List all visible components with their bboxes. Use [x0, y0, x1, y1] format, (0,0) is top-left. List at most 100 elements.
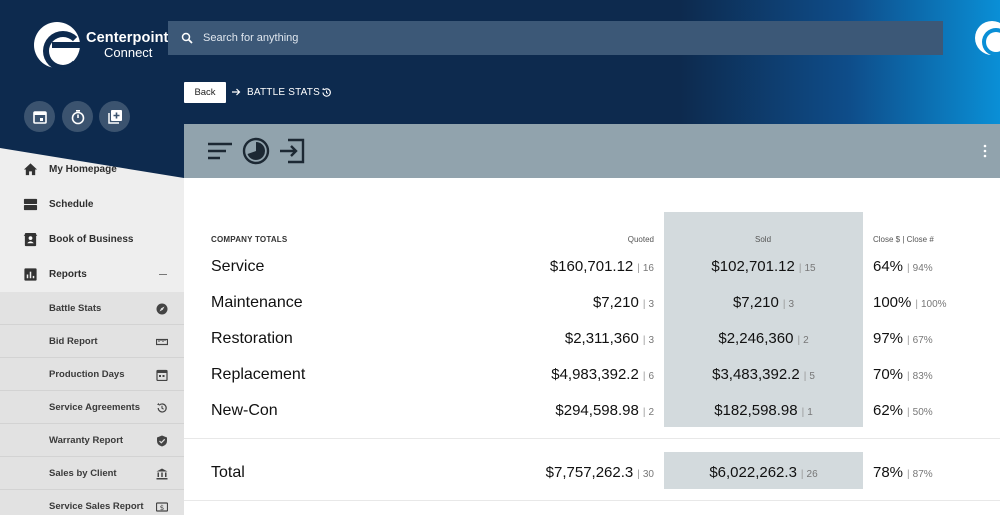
row-quoted: $294,598.98 | 2: [555, 402, 654, 419]
sold-total-highlight: [664, 452, 863, 489]
sold-amount: $7,210: [732, 294, 779, 311]
close-dollar-pct: 64%: [873, 258, 904, 275]
table-row: New-Con $294,598.98 | 2 $182,598.98 | 1 62% |…: [184, 402, 1000, 422]
row-name: Replacement: [211, 366, 306, 383]
divider: [184, 438, 1000, 439]
total-sold: $6,022,262.3 | 26: [709, 464, 818, 481]
sidebar-subitem-service-agreements[interactable]: Service Agreements: [0, 391, 184, 424]
header-sold: Sold: [755, 235, 772, 244]
timer-quick-button[interactable]: [62, 101, 93, 132]
sidebar-subitem-bid-report[interactable]: Bid Report: [0, 325, 184, 358]
reports-submenu: Battle Stats Bid Report Production Days …: [0, 292, 184, 515]
quoted-amount: $7,210: [592, 294, 639, 311]
close-dollar-pct: 100%: [873, 294, 912, 311]
sidebar-item-label: Reports: [49, 269, 87, 280]
close-dollar-pct: 78%: [873, 464, 904, 481]
contact-book-icon: [22, 232, 38, 248]
row-quoted: $2,311,360 | 3: [564, 330, 654, 347]
header-quoted: Quoted: [627, 235, 654, 244]
table-row: Restoration $2,311,360 | 3 $2,246,360 | 2 97…: [184, 330, 1000, 350]
calendar-quick-button[interactable]: [24, 101, 55, 132]
calendar-icon: [32, 110, 47, 124]
quoted-amount: $4,983,392.2: [551, 366, 639, 383]
sidebar-subitem-label: Warranty Report: [49, 434, 124, 446]
brand-logo[interactable]: Centerpoint Connect: [34, 22, 169, 71]
sold-count: 15: [804, 263, 816, 274]
sidebar-item-schedule[interactable]: Schedule: [0, 187, 184, 222]
back-button[interactable]: Back: [184, 82, 226, 103]
sidebar-subitem-production-days[interactable]: Production Days: [0, 358, 184, 391]
more-vert-icon[interactable]: [982, 144, 988, 158]
sidebar-nav: My Homepage Schedule Book of Business Re…: [0, 152, 184, 515]
quoted-count: 3: [648, 335, 654, 346]
ruler-icon: [155, 335, 169, 347]
history-icon: [156, 401, 168, 413]
sold-count: 2: [803, 335, 809, 346]
brand-name: Centerpoint: [86, 29, 169, 46]
sidebar-subitem-warranty-report[interactable]: Warranty Report: [0, 424, 184, 457]
collapse-icon[interactable]: [159, 274, 167, 275]
row-name: Service: [211, 258, 265, 275]
search-input[interactable]: [203, 32, 803, 44]
sidebar-item-book-of-business[interactable]: Book of Business: [0, 222, 184, 257]
sidebar-header: [0, 0, 184, 180]
sidebar-item-label: My Homepage: [49, 164, 117, 175]
sidebar-subitem-sales-by-client[interactable]: Sales by Client: [0, 457, 184, 490]
sidebar-item-label: Schedule: [49, 199, 94, 210]
row-sold: $2,246,360 | 2: [718, 330, 809, 347]
total-label: Total: [211, 464, 245, 481]
sidebar-subitem-battle-stats[interactable]: Battle Stats: [0, 292, 184, 325]
report-toolbar: [184, 124, 1000, 178]
pie-chart-icon[interactable]: [242, 137, 270, 165]
sidebar-item-my-homepage[interactable]: My Homepage: [0, 152, 184, 187]
search-bar[interactable]: [168, 21, 943, 55]
brand-subname: Connect: [104, 45, 153, 61]
bar-chart-icon: [22, 267, 38, 283]
header-company-totals: COMPANY TOTALS: [211, 235, 288, 244]
sidebar-subitem-label: Service Sales Report: [49, 500, 144, 512]
brand-badge-icon[interactable]: [975, 21, 1000, 56]
sold-count: 5: [809, 371, 815, 382]
sidebar-subitem-label: Sales by Client: [49, 467, 117, 479]
compass-icon: [156, 302, 168, 315]
close-count-pct: 83%: [912, 371, 933, 382]
quoted-count: 30: [642, 469, 654, 480]
row-name: New-Con: [211, 402, 278, 419]
close-dollar-pct: 62%: [873, 402, 904, 419]
quoted-count: 16: [642, 263, 654, 274]
export-icon[interactable]: [278, 137, 306, 165]
sidebar-subitem-label: Battle Stats: [49, 302, 102, 314]
close-count-pct: 67%: [912, 335, 933, 346]
total-close: 78% | 87%: [873, 464, 933, 481]
row-sold: $7,210 | 3: [732, 294, 795, 311]
sidebar-subitem-label: Service Agreements: [49, 401, 141, 413]
sold-amount: $2,246,360: [718, 330, 794, 347]
sidebar-item-label: Book of Business: [49, 234, 134, 245]
sold-column-highlight: [664, 212, 863, 427]
row-close: 100% | 100%: [873, 294, 947, 311]
sidebar-subitem-service-sales-report[interactable]: Service Sales Report $: [0, 490, 184, 515]
sold-count: 26: [806, 469, 818, 480]
table-row: Replacement $4,983,392.2 | 6 $3,483,392.2 |…: [184, 366, 1000, 386]
row-sold: $102,701.12 | 15: [711, 258, 816, 275]
sold-amount: $6,022,262.3: [709, 464, 797, 481]
close-count-pct: 50%: [912, 407, 933, 418]
sort-icon[interactable]: [206, 137, 234, 165]
row-quoted: $7,210 | 3: [592, 294, 654, 311]
quoted-amount: $294,598.98: [555, 402, 639, 419]
schedule-icon: [22, 197, 38, 213]
row-name: Maintenance: [211, 294, 303, 311]
sold-amount: $102,701.12: [711, 258, 795, 275]
sold-count: 3: [788, 299, 795, 310]
total-quoted: $7,757,262.3 | 30: [545, 464, 654, 481]
sidebar-item-reports[interactable]: Reports: [0, 257, 184, 292]
add-quick-button[interactable]: [99, 101, 130, 132]
arrow-right-icon: [232, 88, 241, 96]
row-close: 97% | 67%: [873, 330, 933, 347]
dollar-icon: $: [155, 500, 169, 512]
quoted-count: 3: [648, 299, 654, 310]
total-row: Total $7,757,262.3 | 30 $6,022,262.3 | 26 78…: [184, 464, 1000, 484]
sidebar-subitem-label: Production Days: [49, 368, 125, 380]
history-icon[interactable]: [321, 87, 332, 98]
battle-stats-table: COMPANY TOTALS Quoted Sold Close $ | Clo…: [184, 178, 1000, 515]
